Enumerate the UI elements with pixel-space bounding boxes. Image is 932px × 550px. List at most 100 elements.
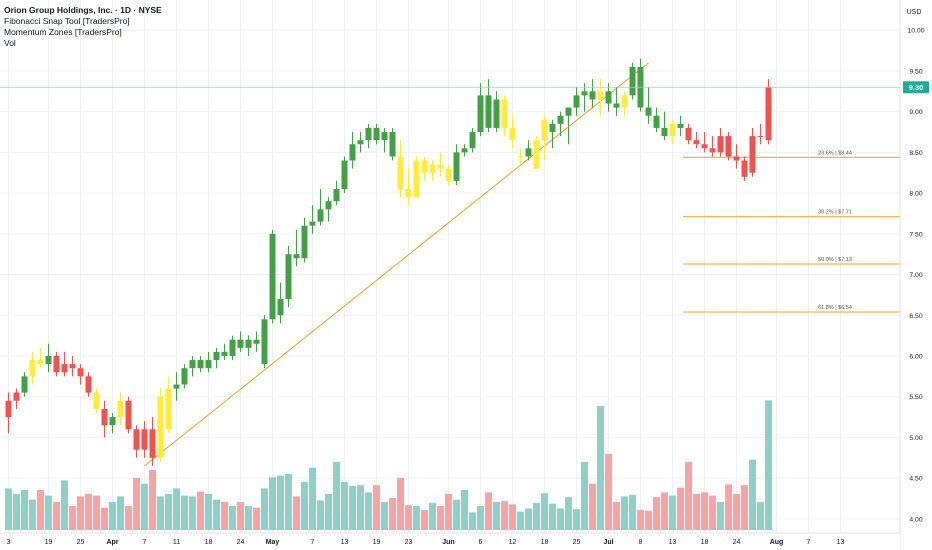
time-tick-label: 12 xyxy=(509,539,517,546)
volume-bar xyxy=(149,470,156,530)
volume-bar xyxy=(77,496,84,530)
price-tick-label: 4.00 xyxy=(909,516,922,523)
candle-body xyxy=(373,127,380,141)
candle-body xyxy=(29,360,36,377)
candle-body xyxy=(709,148,716,153)
time-tick-label: 3 xyxy=(7,539,11,546)
volume-bars xyxy=(5,400,772,530)
chart-legend: Orion Group Holdings, Inc. · 1D · NYSE F… xyxy=(4,5,162,49)
candle-body xyxy=(77,368,84,377)
volume-bar xyxy=(453,499,460,530)
volume-bar xyxy=(333,462,340,530)
volume-bar xyxy=(653,497,660,530)
volume-bar xyxy=(765,400,772,530)
candle-body xyxy=(317,209,324,222)
candle-body xyxy=(541,119,548,141)
volume-bar xyxy=(701,492,708,530)
volume-bar xyxy=(757,502,764,530)
volume-bar xyxy=(285,474,292,530)
indicator-volume[interactable]: Vol xyxy=(4,38,16,48)
volume-bar xyxy=(173,488,180,530)
candle-body xyxy=(261,319,268,365)
time-tick-label: 23 xyxy=(405,539,413,546)
volume-bar xyxy=(693,494,700,530)
volume-bar xyxy=(581,462,588,530)
candle-body xyxy=(45,355,52,365)
time-tick-label: 24 xyxy=(733,539,741,546)
volume-bar xyxy=(125,506,132,530)
volume-bar xyxy=(245,506,252,530)
time-tick-label: 6 xyxy=(479,539,483,546)
volume-bar xyxy=(517,511,524,530)
volume-bar xyxy=(509,504,516,530)
candle-body xyxy=(349,144,356,161)
price-tick-label: 8.50 xyxy=(909,150,922,157)
candle-body xyxy=(477,95,484,133)
price-tick-label: 9.50 xyxy=(909,68,922,75)
candle-body xyxy=(325,201,332,210)
candle-body xyxy=(581,91,588,96)
time-tick-label: 8 xyxy=(639,539,643,546)
symbol-title[interactable]: Orion Group Holdings, Inc. · 1D · NYSE xyxy=(4,5,162,15)
volume-bar xyxy=(261,488,268,530)
volume-bar xyxy=(109,502,116,530)
candle-body xyxy=(53,355,60,373)
volume-bar xyxy=(749,459,756,530)
candle-body xyxy=(621,95,628,108)
time-tick-label: 25 xyxy=(77,539,85,546)
candle-body xyxy=(221,351,228,356)
candle-body xyxy=(69,364,76,369)
candle-body xyxy=(685,127,692,141)
time-tick-label: 18 xyxy=(701,539,709,546)
volume-bar xyxy=(493,502,500,530)
volume-bar xyxy=(53,502,60,530)
candle-body xyxy=(493,99,500,128)
volume-bar xyxy=(189,496,196,530)
volume-bar xyxy=(85,494,92,530)
candle-body xyxy=(181,368,188,385)
volume-bar xyxy=(405,505,412,530)
candle-body xyxy=(213,351,220,361)
time-tick-label: 11 xyxy=(173,539,180,546)
price-axis[interactable]: USD 10.00 9.50 9.00 8.50 8.00 7.50 7.00 6.50 6.00… xyxy=(899,0,932,550)
volume-bar xyxy=(181,495,188,530)
price-tick-label: 10.00 xyxy=(907,28,924,35)
volume-bar xyxy=(557,508,564,530)
candle-body xyxy=(733,156,740,161)
volume-bar xyxy=(357,485,364,530)
volume-bar xyxy=(477,506,484,530)
time-axis[interactable]: 3 19 25 Apr 7 11 18 24 May 7 13 19 23 Jun 6 12 18 25 Jul 8 1… xyxy=(0,532,900,550)
candle-body xyxy=(757,136,764,138)
candle-body xyxy=(445,168,452,181)
volume-bar xyxy=(61,480,68,530)
candle-body xyxy=(597,91,604,100)
volume-bar xyxy=(21,490,28,530)
indicator-fibonacci[interactable]: Fibonacci Snap Tool [TradersPro] xyxy=(4,16,130,26)
volume-bar xyxy=(221,502,228,530)
indicator-momentum[interactable]: Momentum Zones [TradersPro] xyxy=(4,27,122,37)
volume-bar xyxy=(253,507,260,530)
volume-bar xyxy=(573,509,580,530)
volume-bar xyxy=(205,494,212,530)
candle-body xyxy=(101,408,108,426)
volume-bar xyxy=(317,500,324,530)
candle-body xyxy=(197,360,204,369)
time-tick-label: 18 xyxy=(541,539,549,546)
candle-body xyxy=(421,160,428,173)
fib-level-label: 38.2% | $7.71 xyxy=(818,210,852,216)
candle-body xyxy=(341,160,348,190)
candle-body xyxy=(573,95,580,108)
candle-body xyxy=(725,136,732,157)
volume-bar xyxy=(589,483,596,530)
volume-bar xyxy=(293,496,300,530)
time-tick-label: 7 xyxy=(807,539,811,546)
candle-body xyxy=(5,400,12,418)
volume-bar xyxy=(549,503,556,530)
candle-body xyxy=(613,103,620,108)
fibonacci-levels: 23.6% | $8.44 38.2% | $7.71 50.0% | $7.13 6… xyxy=(144,62,900,467)
candle-body xyxy=(677,123,684,128)
candle-body xyxy=(485,95,492,128)
volume-bar xyxy=(397,478,404,530)
candle-body xyxy=(13,392,20,401)
